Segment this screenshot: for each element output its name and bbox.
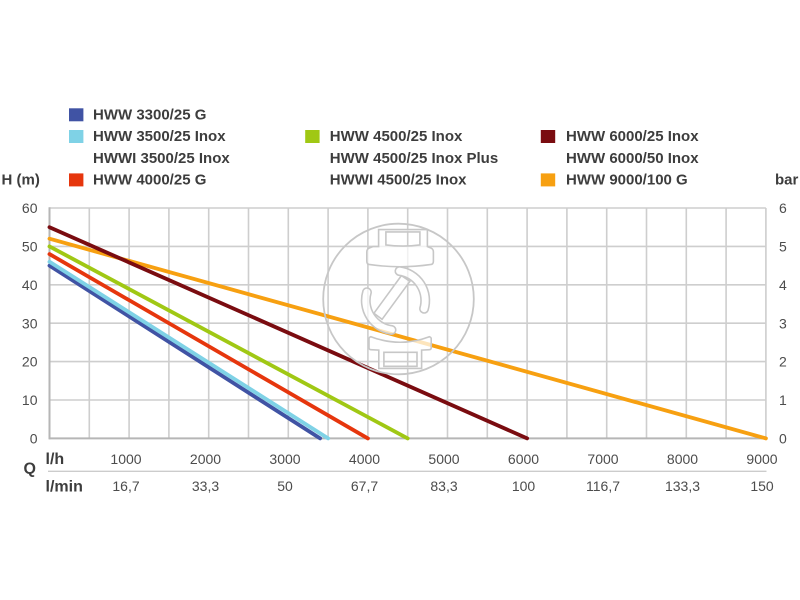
- svg-text:83,3: 83,3: [430, 478, 457, 494]
- svg-text:50: 50: [277, 478, 293, 494]
- svg-text:HWW 9000/100 G: HWW 9000/100 G: [566, 172, 688, 189]
- svg-text:2: 2: [779, 354, 787, 370]
- svg-text:HWW 3300/25 G: HWW 3300/25 G: [93, 107, 206, 124]
- svg-text:HWWI 3500/25 Inox: HWWI 3500/25 Inox: [93, 150, 230, 167]
- svg-text:0: 0: [779, 431, 787, 447]
- svg-text:HWW 4500/25 Inox Plus: HWW 4500/25 Inox Plus: [330, 150, 498, 167]
- svg-text:2000: 2000: [190, 451, 221, 467]
- svg-text:116,7: 116,7: [586, 478, 620, 494]
- svg-text:7000: 7000: [587, 451, 618, 467]
- svg-text:10: 10: [22, 392, 38, 408]
- svg-text:6: 6: [779, 200, 787, 216]
- svg-text:H (m): H (m): [2, 172, 40, 189]
- svg-text:Q: Q: [24, 461, 36, 478]
- svg-text:100: 100: [512, 478, 536, 494]
- svg-text:3: 3: [779, 315, 787, 331]
- svg-text:HWW 4000/25 G: HWW 4000/25 G: [93, 172, 206, 189]
- svg-text:HWW 6000/25 Inox: HWW 6000/25 Inox: [566, 128, 699, 145]
- svg-text:50: 50: [22, 239, 38, 255]
- svg-text:HWW 4500/25 Inox: HWW 4500/25 Inox: [330, 128, 463, 145]
- svg-text:67,7: 67,7: [351, 478, 378, 494]
- svg-text:HWWI 4500/25 Inox: HWWI 4500/25 Inox: [330, 172, 467, 189]
- svg-text:HWW 3500/25 Inox: HWW 3500/25 Inox: [93, 128, 226, 145]
- svg-text:133,3: 133,3: [665, 478, 700, 494]
- svg-text:8000: 8000: [667, 451, 698, 467]
- svg-text:4: 4: [779, 277, 787, 293]
- svg-text:40: 40: [22, 277, 38, 293]
- svg-text:HWW 6000/50 Inox: HWW 6000/50 Inox: [566, 150, 699, 167]
- svg-text:16,7: 16,7: [112, 478, 139, 494]
- svg-text:33,3: 33,3: [192, 478, 219, 494]
- svg-text:1000: 1000: [110, 451, 141, 467]
- svg-text:9000: 9000: [746, 451, 777, 467]
- svg-text:1: 1: [779, 392, 787, 408]
- svg-text:150: 150: [750, 478, 774, 494]
- svg-text:60: 60: [22, 200, 38, 216]
- svg-text:6000: 6000: [508, 451, 539, 467]
- svg-text:0: 0: [30, 431, 38, 447]
- svg-text:5: 5: [779, 239, 787, 255]
- svg-text:l/h: l/h: [46, 451, 65, 468]
- svg-text:l/min: l/min: [46, 479, 83, 496]
- svg-text:4000: 4000: [349, 451, 380, 467]
- svg-text:30: 30: [22, 315, 38, 331]
- svg-text:20: 20: [22, 354, 38, 370]
- svg-text:bar: bar: [775, 172, 799, 189]
- svg-text:3000: 3000: [269, 451, 300, 467]
- svg-text:5000: 5000: [428, 451, 459, 467]
